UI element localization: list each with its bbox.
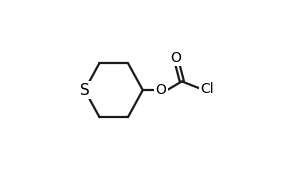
Text: S: S — [80, 83, 89, 98]
Text: O: O — [156, 83, 166, 97]
Text: O: O — [170, 51, 181, 65]
Text: Cl: Cl — [200, 82, 214, 96]
